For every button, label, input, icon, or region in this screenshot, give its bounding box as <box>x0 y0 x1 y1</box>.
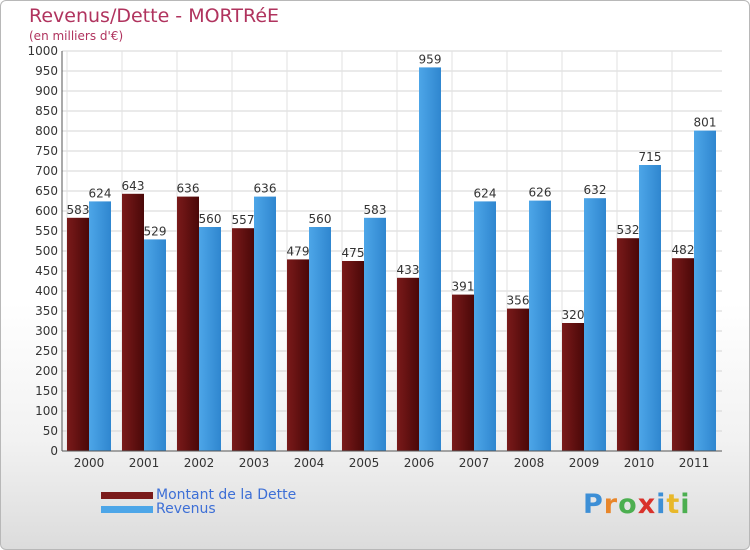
logo-letter: t <box>666 489 681 520</box>
legend-swatch-revenus <box>101 506 153 513</box>
bar-revenus <box>144 239 166 451</box>
value-label-revenus: 715 <box>639 150 662 164</box>
value-label-dette: 583 <box>67 203 90 217</box>
bar-dette <box>672 258 694 451</box>
legend-label-debt: Montant de la Dette <box>156 487 297 503</box>
y-tick-label: 100 <box>35 404 58 418</box>
y-tick-label: 350 <box>35 304 58 318</box>
value-label-revenus: 529 <box>144 224 167 238</box>
value-label-revenus: 560 <box>199 212 222 226</box>
y-tick-label: 150 <box>35 384 58 398</box>
value-label-revenus: 583 <box>364 203 387 217</box>
x-tick-label: 2010 <box>624 456 655 470</box>
x-tick-label: 2004 <box>294 456 325 470</box>
bar-dette <box>67 217 89 451</box>
logo-letter: i <box>680 489 691 520</box>
y-tick-label: 700 <box>35 164 58 178</box>
bar-revenus <box>419 67 441 452</box>
x-tick-label: 2008 <box>514 456 545 470</box>
logo-letter: r <box>603 489 619 520</box>
y-tick-label: 250 <box>35 344 58 358</box>
value-label-dette: 532 <box>617 223 640 237</box>
value-label-dette: 391 <box>452 280 475 294</box>
bar-revenus <box>199 227 221 451</box>
y-tick-label: 850 <box>35 104 58 118</box>
x-tick-label: 2007 <box>459 456 490 470</box>
bar-dette <box>232 228 254 451</box>
value-label-revenus: 624 <box>89 186 112 200</box>
y-tick-label: 800 <box>35 124 58 138</box>
bar-dette <box>342 261 364 451</box>
value-label-revenus: 632 <box>584 183 607 197</box>
bar-revenus <box>364 217 386 451</box>
chart-title: Revenus/Dette - MORTRéE <box>29 5 280 27</box>
bar-dette <box>287 259 309 451</box>
value-label-revenus: 624 <box>474 186 497 200</box>
proxiti-logo: Proxiti <box>583 489 691 520</box>
y-tick-label: 200 <box>35 364 58 378</box>
bar-revenus <box>474 201 496 451</box>
logo-letter: o <box>618 489 638 520</box>
bar-dette <box>177 196 199 451</box>
value-label-dette: 356 <box>507 294 530 308</box>
y-tick-label: 900 <box>35 84 58 98</box>
value-label-revenus: 626 <box>529 186 552 200</box>
x-tick-label: 2003 <box>239 456 270 470</box>
x-tick-label: 2006 <box>404 456 435 470</box>
value-label-dette: 636 <box>177 182 200 196</box>
logo-letter: P <box>583 489 604 520</box>
legend-label-revenus: Revenus <box>156 501 216 517</box>
bar-dette <box>617 238 639 451</box>
bar-revenus <box>89 201 111 451</box>
x-tick-label: 2000 <box>74 456 105 470</box>
bar-dette <box>507 308 529 451</box>
y-tick-label: 450 <box>35 264 58 278</box>
value-label-dette: 475 <box>342 246 365 260</box>
y-tick-label: 550 <box>35 224 58 238</box>
y-tick-label: 0 <box>50 444 58 458</box>
logo-letter: x <box>637 489 657 520</box>
x-tick-label: 2005 <box>349 456 380 470</box>
value-label-dette: 433 <box>397 263 420 277</box>
value-label-revenus: 560 <box>309 212 332 226</box>
bar-revenus <box>254 196 276 451</box>
y-tick-label: 500 <box>35 244 58 258</box>
y-tick-label: 400 <box>35 284 58 298</box>
y-tick-label: 650 <box>35 184 58 198</box>
value-label-dette: 482 <box>672 243 695 257</box>
value-label-dette: 320 <box>562 308 585 322</box>
y-tick-label: 750 <box>35 144 58 158</box>
bar-revenus <box>309 227 331 451</box>
x-tick-label: 2009 <box>569 456 600 470</box>
value-label-revenus: 959 <box>419 52 442 66</box>
legend-swatch-debt <box>101 492 153 499</box>
x-tick-label: 2011 <box>679 456 710 470</box>
y-tick-label: 1000 <box>27 44 58 58</box>
x-tick-label: 2002 <box>184 456 215 470</box>
value-label-dette: 643 <box>122 179 145 193</box>
bar-revenus <box>694 130 716 451</box>
logo-letter: i <box>656 489 667 520</box>
bar-revenus <box>584 198 606 451</box>
chart-subtitle: (en milliers d'€) <box>29 29 124 43</box>
y-tick-label: 600 <box>35 204 58 218</box>
value-label-dette: 557 <box>232 213 255 227</box>
bar-dette <box>562 323 584 451</box>
bar-revenus <box>639 165 661 451</box>
y-tick-label: 50 <box>43 424 58 438</box>
y-tick-label: 950 <box>35 64 58 78</box>
value-label-dette: 479 <box>287 244 310 258</box>
bar-dette <box>452 294 474 451</box>
x-tick-label: 2001 <box>129 456 160 470</box>
bar-dette <box>122 193 144 452</box>
bar-dette <box>397 277 419 451</box>
bar-revenus <box>529 200 551 451</box>
y-tick-label: 300 <box>35 324 58 338</box>
value-label-revenus: 636 <box>254 182 277 196</box>
value-label-revenus: 801 <box>694 116 717 130</box>
